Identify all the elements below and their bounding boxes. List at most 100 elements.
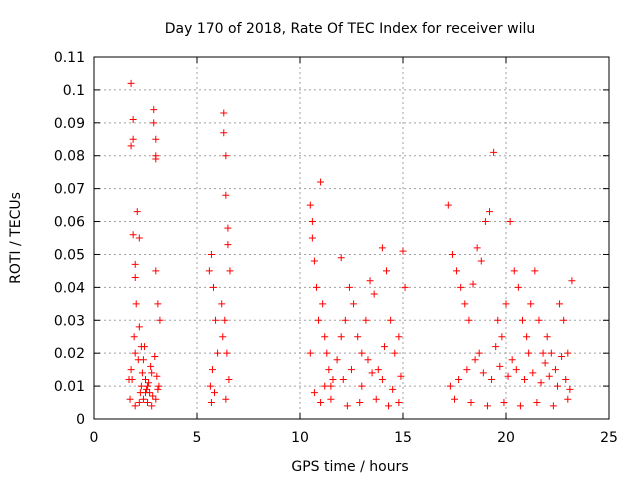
data-point [467, 399, 475, 407]
data-point [312, 283, 320, 291]
data-point [541, 359, 549, 367]
data-point [545, 372, 553, 380]
data-point [395, 399, 403, 407]
data-point [223, 349, 231, 357]
x-tick-labels: 0 5 10 15 20 25 [90, 430, 618, 446]
data-point [356, 399, 364, 407]
data-point [492, 343, 500, 351]
data-point [339, 376, 347, 384]
data-point [496, 362, 504, 370]
data-point [208, 366, 216, 374]
data-point [537, 379, 545, 387]
data-point [516, 402, 524, 410]
y-tick-label: 0.02 [54, 346, 85, 362]
data-point [327, 382, 335, 390]
chart-title: Day 170 of 2018, Rate Of TEC Index for r… [165, 21, 535, 37]
data-point [350, 300, 358, 308]
y-tick-label: 0.09 [54, 116, 85, 132]
data-point [136, 389, 144, 397]
data-point [446, 382, 454, 390]
data-point [444, 201, 452, 209]
data-point [473, 244, 481, 252]
data-point [385, 402, 393, 410]
data-point [224, 224, 232, 232]
data-point [551, 366, 559, 374]
data-point [134, 356, 142, 364]
data-point [549, 402, 557, 410]
data-point [564, 395, 572, 403]
data-point [504, 372, 512, 380]
data-point [370, 290, 378, 298]
data-point [154, 385, 162, 393]
data-point [209, 283, 217, 291]
x-tick-label: 5 [193, 430, 202, 446]
data-point [131, 260, 139, 268]
data-point [220, 109, 228, 117]
data-point [153, 372, 161, 380]
y-tick-label: 0 [76, 412, 85, 428]
data-point [315, 316, 323, 324]
data-point [471, 356, 479, 364]
data-point [475, 349, 483, 357]
data-point [135, 323, 143, 331]
data-point [137, 382, 145, 390]
data-point [354, 333, 362, 341]
data-point [523, 333, 531, 341]
data-point [306, 349, 314, 357]
data-point [156, 316, 164, 324]
data-point [463, 366, 471, 374]
y-tick-label: 0.07 [54, 182, 85, 198]
data-point [527, 300, 535, 308]
data-point [514, 283, 522, 291]
data-point [488, 376, 496, 384]
data-point [214, 349, 222, 357]
data-point [455, 376, 463, 384]
data-point [508, 356, 516, 364]
data-point [566, 385, 574, 393]
data-point [319, 300, 327, 308]
data-point [127, 142, 135, 150]
data-point [477, 257, 485, 265]
data-point [152, 155, 160, 163]
data-point [212, 316, 220, 324]
data-point [145, 379, 153, 387]
data-point [219, 333, 227, 341]
data-point [337, 333, 345, 341]
y-tick-label: 0.08 [54, 149, 85, 165]
data-point [150, 106, 158, 114]
data-point [494, 316, 502, 324]
data-point [128, 376, 136, 384]
data-point [543, 333, 551, 341]
data-point [308, 218, 316, 226]
data-point [358, 349, 366, 357]
data-point [451, 395, 458, 403]
data-point [560, 316, 568, 324]
data-point [512, 366, 520, 374]
y-tick-label: 0.04 [54, 280, 85, 296]
data-point [469, 280, 477, 288]
data-point [362, 316, 370, 324]
data-point [152, 395, 160, 403]
data-point [224, 241, 232, 249]
data-point [490, 148, 498, 156]
data-point [321, 333, 329, 341]
data-point [207, 399, 215, 407]
data-point [148, 369, 156, 377]
data-point [358, 382, 366, 390]
data-point [364, 356, 372, 364]
data-point [558, 352, 566, 360]
data-point [547, 349, 555, 357]
data-point [374, 366, 382, 374]
data-point [391, 349, 399, 357]
data-point [397, 372, 405, 380]
data-point [149, 392, 157, 400]
data-point [465, 316, 473, 324]
x-tick-label: 25 [600, 430, 618, 446]
data-point [211, 389, 219, 397]
data-point [127, 79, 135, 87]
data-point [155, 382, 163, 390]
data-point [129, 135, 137, 143]
data-point [531, 267, 539, 275]
data-point [133, 208, 141, 216]
